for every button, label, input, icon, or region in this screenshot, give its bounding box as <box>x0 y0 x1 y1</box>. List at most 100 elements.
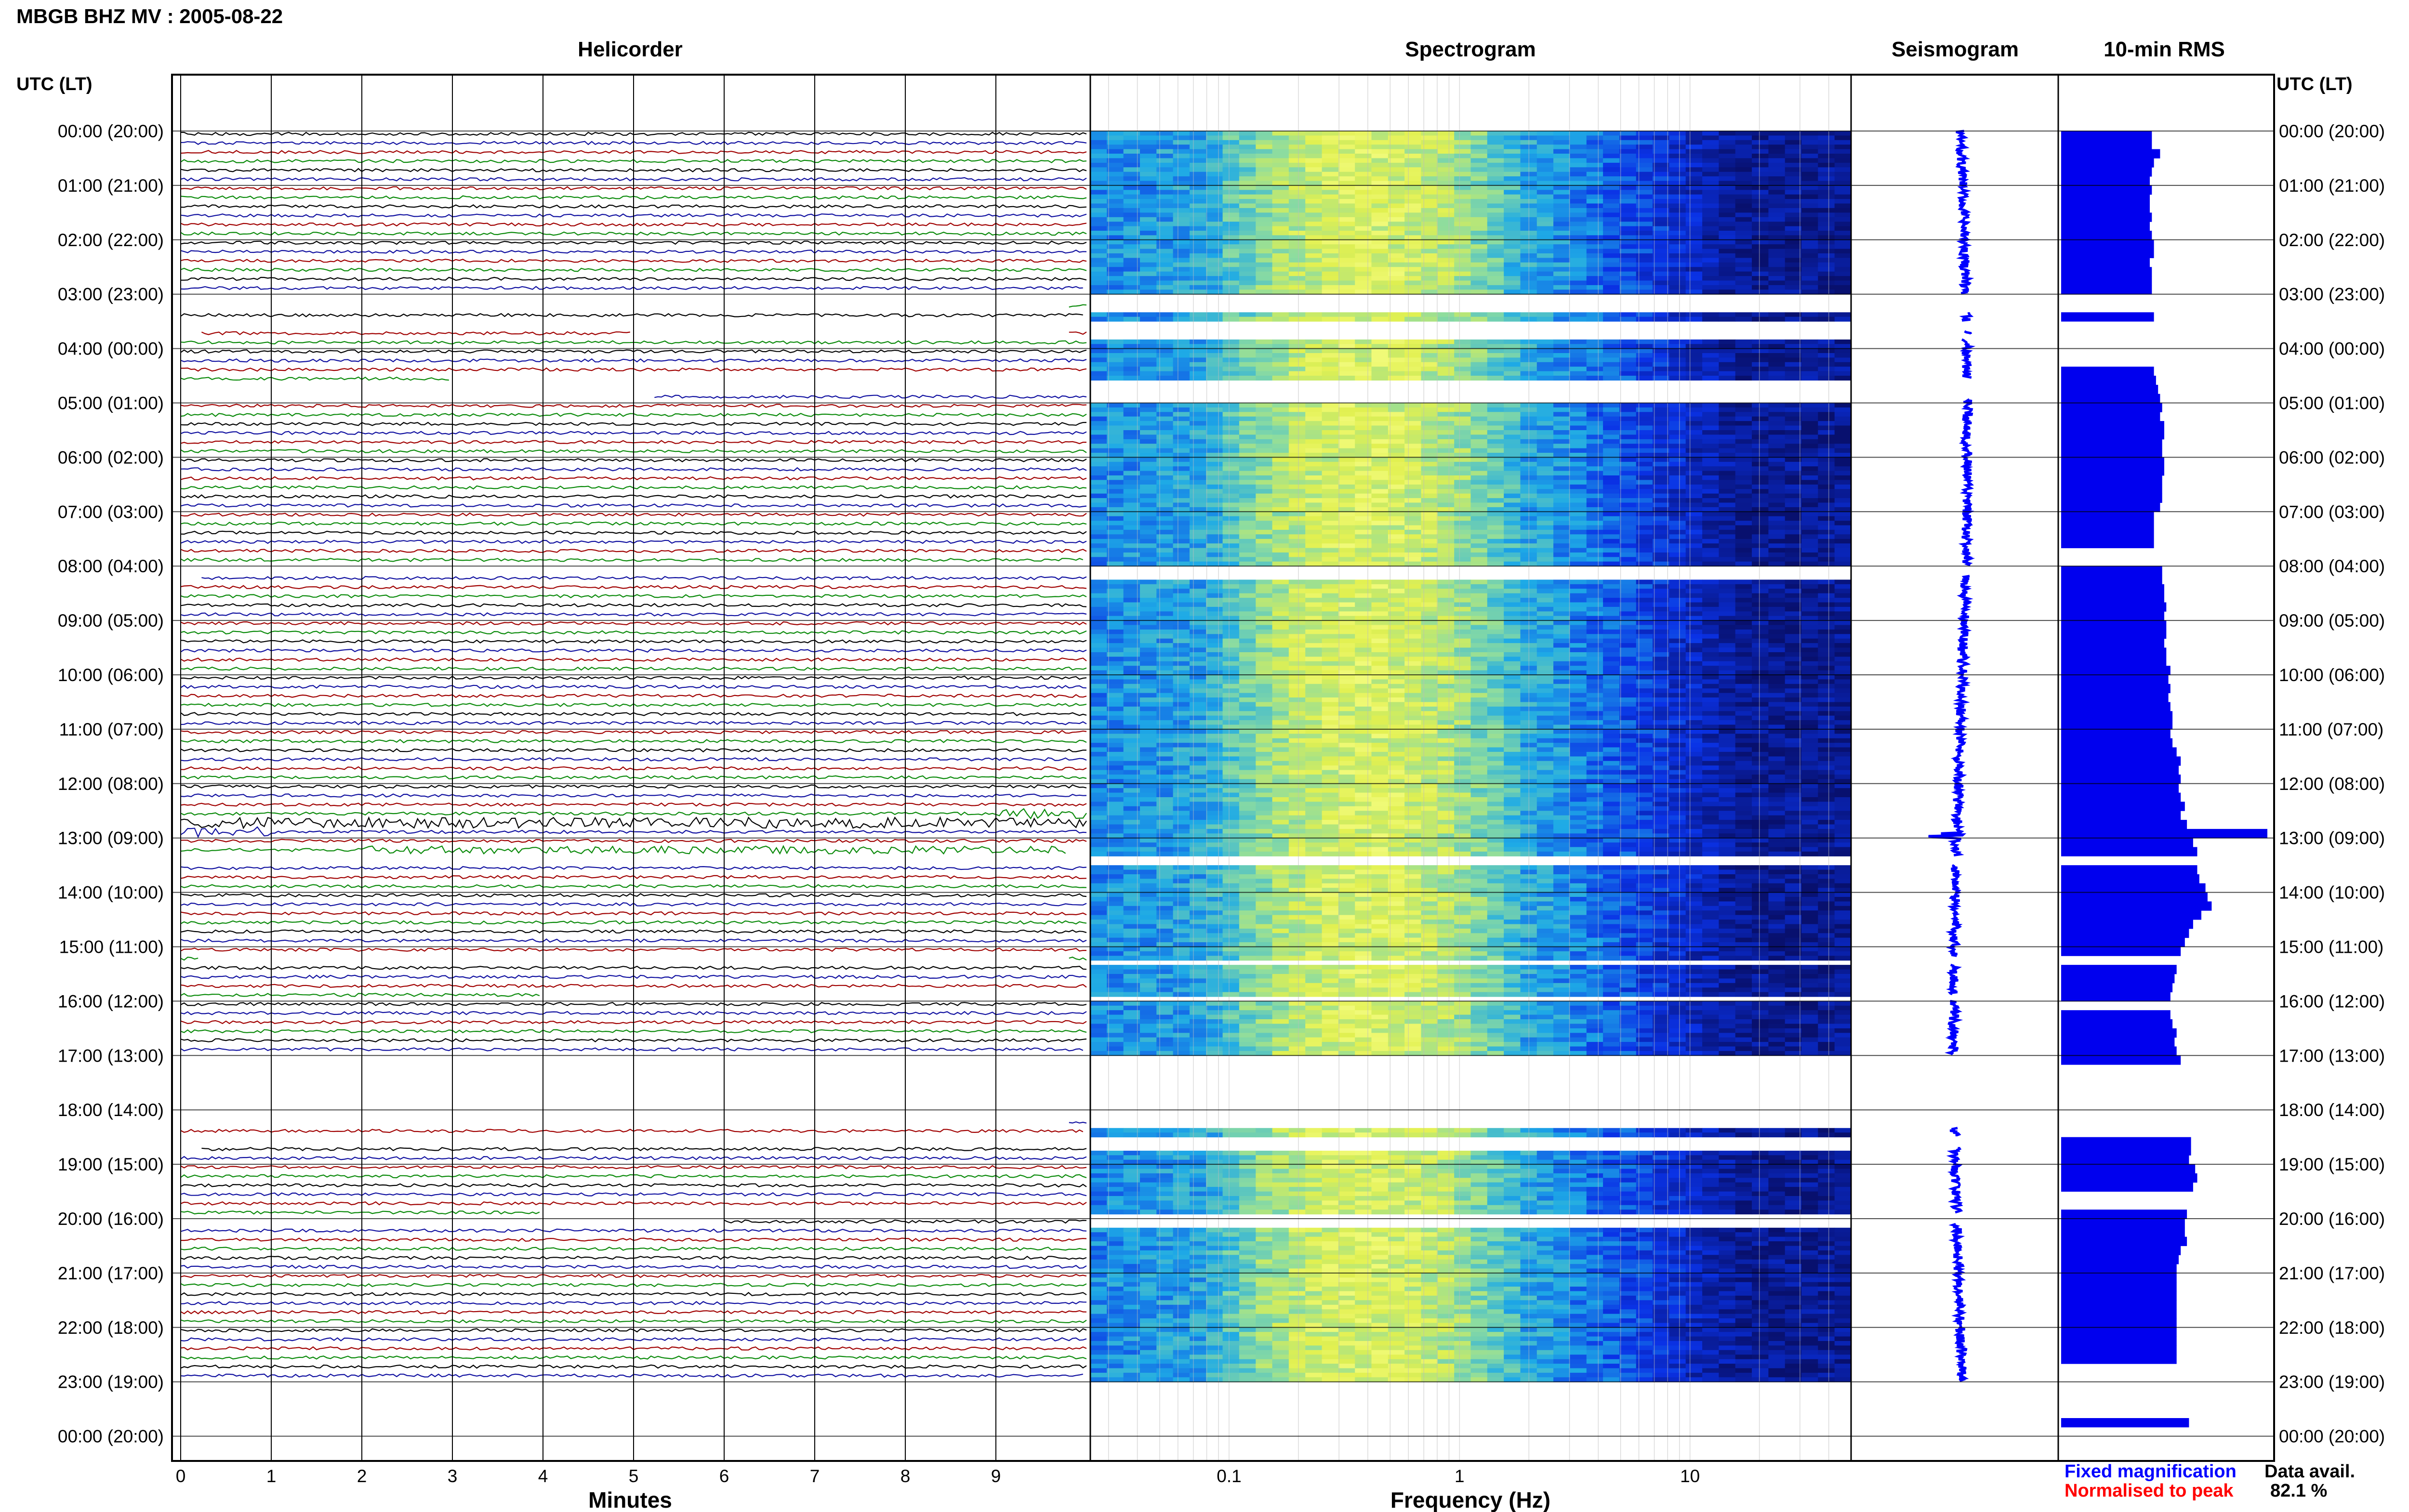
spectrogram-cell <box>1140 276 1157 281</box>
spectrogram-cell <box>1536 512 1554 517</box>
spectrogram-cell <box>1206 203 1223 209</box>
spectrogram-cell <box>1719 339 1736 344</box>
spectrogram-cell <box>1653 561 1669 566</box>
spectrogram-cell <box>1685 489 1703 494</box>
spectrogram-cell <box>1206 661 1223 666</box>
spectrogram-cell <box>1090 244 1107 250</box>
spectrogram-cell <box>1371 194 1389 199</box>
spectrogram-cell <box>1239 657 1256 662</box>
spectrogram-cell <box>1669 584 1686 589</box>
spectrogram-cell <box>1421 285 1438 290</box>
spectrogram-cell <box>1090 212 1107 218</box>
spectrogram-cell <box>1735 226 1752 231</box>
spectrogram-cell <box>1140 145 1157 150</box>
spectrogram-cell <box>1206 353 1223 358</box>
spectrogram-cell <box>1818 666 1835 671</box>
spectrogram-cell <box>1421 253 1438 258</box>
time-axis-title-left: UTC (LT) <box>16 74 93 94</box>
spectrogram-cell <box>1123 675 1140 680</box>
spectrogram-cell <box>1355 584 1372 589</box>
spectrogram-cell <box>1404 512 1422 517</box>
spectrogram-cell <box>1404 339 1422 344</box>
spectrogram-cell <box>1487 516 1504 521</box>
spectrogram-cell <box>1371 507 1389 512</box>
spectrogram-cell <box>1834 525 1852 530</box>
spectrogram-cell <box>1123 289 1140 295</box>
spectrogram-cell <box>1685 149 1703 154</box>
spectrogram-cell <box>1752 403 1769 408</box>
spectrogram-cell <box>1107 212 1124 218</box>
spectrogram-cell <box>1470 208 1488 213</box>
spectrogram-cell <box>1570 253 1587 258</box>
spectrogram-cell <box>1454 480 1471 485</box>
spectrogram-cell <box>1603 271 1620 276</box>
spectrogram-cell <box>1123 131 1140 136</box>
spectrogram-cell <box>1752 652 1769 657</box>
spectrogram-cell <box>1322 276 1339 281</box>
spectrogram-cell <box>1768 208 1786 213</box>
spectrogram-cell <box>1256 149 1273 154</box>
spectrogram-cell <box>1190 316 1206 322</box>
spectrogram-cell <box>1338 598 1355 603</box>
spectrogram-cell <box>1735 140 1752 145</box>
spectrogram-cell <box>1504 634 1521 639</box>
spectrogram-cell <box>1421 203 1438 209</box>
spectrogram-cell <box>1487 203 1504 209</box>
spectrogram-cell <box>1768 194 1786 199</box>
spectrogram-cell <box>1504 498 1521 503</box>
spectrogram-cell <box>1834 611 1852 617</box>
spectrogram-cell <box>1735 316 1752 322</box>
spectrogram-cell <box>1752 430 1769 435</box>
spectrogram-cell <box>1437 289 1455 295</box>
spectrogram-cell <box>1735 135 1752 141</box>
spectrogram-cell <box>1107 203 1124 209</box>
spectrogram-cell <box>1536 425 1554 431</box>
spectrogram-cell <box>1636 484 1653 489</box>
spectrogram-cell <box>1140 176 1157 182</box>
spectrogram-cell <box>1669 557 1686 562</box>
spectrogram-cell <box>1834 579 1852 585</box>
spectrogram-cell <box>1371 289 1389 295</box>
spectrogram-cell <box>1719 643 1736 648</box>
spectrogram-cell <box>1669 176 1686 182</box>
spectrogram-cell <box>1156 647 1174 653</box>
spectrogram-cell <box>1140 357 1157 363</box>
helicorder-trace-line <box>201 331 1087 336</box>
spectrogram-cell <box>1603 190 1620 195</box>
spectrogram-cell <box>1090 493 1107 499</box>
spectrogram-cell <box>1685 461 1703 467</box>
spectrogram-cell <box>1454 466 1471 472</box>
spectrogram-cell <box>1222 140 1240 145</box>
spectrogram-cell <box>1636 502 1653 508</box>
spectrogram-cell <box>1619 158 1637 163</box>
spectrogram-cell <box>1768 226 1786 231</box>
spectrogram-cell <box>1834 598 1852 603</box>
spectrogram-cell <box>1834 149 1852 154</box>
spectrogram-cell <box>1090 203 1107 209</box>
spectrogram-cell <box>1371 647 1389 653</box>
spectrogram-cell <box>1653 154 1669 158</box>
spectrogram-cell <box>1222 444 1240 449</box>
spectrogram-cell <box>1834 489 1852 494</box>
spectrogram-cell <box>1636 353 1653 358</box>
spectrogram-cell <box>1090 145 1107 150</box>
spectrogram-cell <box>1570 199 1587 204</box>
spectrogram-cell <box>1752 367 1769 372</box>
spectrogram-cell <box>1818 208 1835 213</box>
spectrogram-cell <box>1785 543 1802 549</box>
spectrogram-cell <box>1504 512 1521 517</box>
spectrogram-cell <box>1123 145 1140 150</box>
spectrogram-cell <box>1239 258 1256 263</box>
spectrogram-cell <box>1239 249 1256 254</box>
spectrogram-cell <box>1636 598 1653 603</box>
spectrogram-cell <box>1173 244 1190 250</box>
spectrogram-cell <box>1636 267 1653 272</box>
spectrogram-cell <box>1454 262 1471 267</box>
spectrogram-cell <box>1801 344 1818 349</box>
spectrogram-cell <box>1388 367 1405 372</box>
spectrogram-cell <box>1272 154 1289 158</box>
spectrogram-cell <box>1156 158 1174 163</box>
spectrogram-cell <box>1437 480 1455 485</box>
spectrogram-cell <box>1437 312 1455 317</box>
spectrogram-cell <box>1239 190 1256 195</box>
